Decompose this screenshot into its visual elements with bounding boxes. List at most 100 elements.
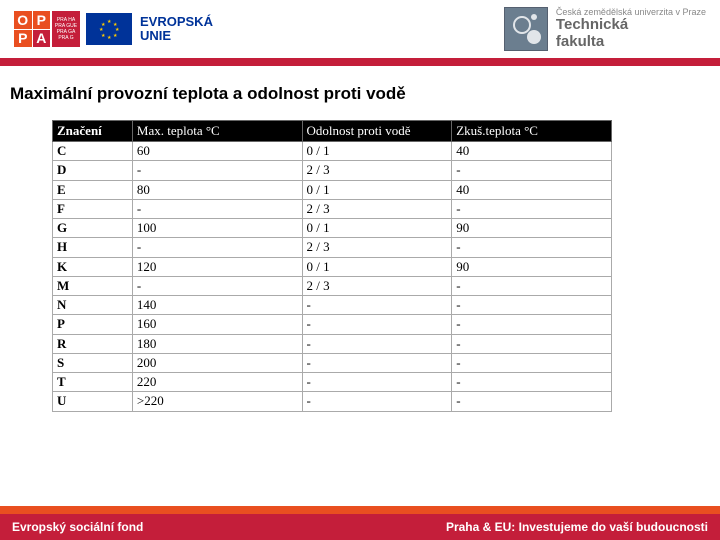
table-row: D-2 / 3- bbox=[53, 161, 612, 180]
table-cell: E bbox=[53, 180, 133, 199]
eu-label-line1: EVROPSKÁ bbox=[140, 15, 213, 29]
table-row: E800 / 140 bbox=[53, 180, 612, 199]
table-cell: 2 / 3 bbox=[302, 238, 452, 257]
faculty-line1: Technická bbox=[556, 17, 706, 34]
table-cell: N bbox=[53, 296, 133, 315]
table-cell: F bbox=[53, 199, 133, 218]
slide-header: O P P A PRA HA PRA GUE PRA GA PRA G ★ ★ … bbox=[0, 0, 720, 58]
table-cell: C bbox=[53, 142, 133, 161]
slide-footer: Evropský sociální fond Praha & EU: Inves… bbox=[0, 506, 720, 540]
table-cell: - bbox=[452, 296, 612, 315]
oppa-a: A bbox=[33, 30, 51, 48]
table-cell: 40 bbox=[452, 142, 612, 161]
table-cell: T bbox=[53, 373, 133, 392]
table-row: G1000 / 190 bbox=[53, 219, 612, 238]
table-row: K1200 / 190 bbox=[53, 257, 612, 276]
table-cell: - bbox=[302, 296, 452, 315]
table-container: Značení Max. teplota °C Odolnost proti v… bbox=[52, 120, 668, 412]
table-cell: S bbox=[53, 353, 133, 372]
table-cell: - bbox=[302, 392, 452, 411]
table-cell: - bbox=[452, 238, 612, 257]
table-cell: 120 bbox=[132, 257, 302, 276]
table-row: S200-- bbox=[53, 353, 612, 372]
table-cell: - bbox=[302, 373, 452, 392]
table-row: F-2 / 3- bbox=[53, 199, 612, 218]
oppa-logo: O P P A bbox=[14, 11, 50, 47]
table-cell: - bbox=[302, 315, 452, 334]
table-cell: D bbox=[53, 161, 133, 180]
table-cell: H bbox=[53, 238, 133, 257]
table-cell: 220 bbox=[132, 373, 302, 392]
table-cell: - bbox=[452, 334, 612, 353]
table-cell: 140 bbox=[132, 296, 302, 315]
table-cell: R bbox=[53, 334, 133, 353]
table-row: C600 / 140 bbox=[53, 142, 612, 161]
table-cell: 100 bbox=[132, 219, 302, 238]
table-row: M-2 / 3- bbox=[53, 276, 612, 295]
table-cell: - bbox=[452, 315, 612, 334]
oppa-o: O bbox=[14, 11, 32, 29]
table-cell: - bbox=[132, 161, 302, 180]
table-cell: 200 bbox=[132, 353, 302, 372]
table-row: P160-- bbox=[53, 315, 612, 334]
logos-right: Česká zemědělská univerzita v Praze Tech… bbox=[504, 7, 706, 51]
col-header: Odolnost proti vodě bbox=[302, 121, 452, 142]
table-row: T220-- bbox=[53, 373, 612, 392]
footer-right-text: Praha & EU: Investujeme do vaší budoucno… bbox=[446, 520, 708, 534]
eu-label-line2: UNIE bbox=[140, 29, 213, 43]
table-cell: >220 bbox=[132, 392, 302, 411]
table-cell: 180 bbox=[132, 334, 302, 353]
table-row: H-2 / 3- bbox=[53, 238, 612, 257]
table-cell: P bbox=[53, 315, 133, 334]
footer-left-text: Evropský sociální fond bbox=[12, 520, 143, 534]
table-cell: 40 bbox=[452, 180, 612, 199]
table-row: U>220-- bbox=[53, 392, 612, 411]
university-text: Česká zemědělská univerzita v Praze Tech… bbox=[556, 8, 706, 51]
logos-left: O P P A PRA HA PRA GUE PRA GA PRA G ★ ★ … bbox=[14, 11, 213, 47]
table-cell: 2 / 3 bbox=[302, 161, 452, 180]
table-cell: U bbox=[53, 392, 133, 411]
col-header: Značení bbox=[53, 121, 133, 142]
table-cell: 160 bbox=[132, 315, 302, 334]
table-cell: - bbox=[132, 276, 302, 295]
data-table: Značení Max. teplota °C Odolnost proti v… bbox=[52, 120, 612, 412]
eu-label: EVROPSKÁ UNIE bbox=[140, 15, 213, 44]
table-cell: 90 bbox=[452, 257, 612, 276]
table-header-row: Značení Max. teplota °C Odolnost proti v… bbox=[53, 121, 612, 142]
table-cell: - bbox=[132, 238, 302, 257]
table-cell: - bbox=[132, 199, 302, 218]
table-cell: K bbox=[53, 257, 133, 276]
praha-logo: PRA HA PRA GUE PRA GA PRA G bbox=[52, 11, 80, 47]
table-cell: 0 / 1 bbox=[302, 219, 452, 238]
col-header: Max. teplota °C bbox=[132, 121, 302, 142]
slide-content: Maximální provozní teplota a odolnost pr… bbox=[0, 66, 720, 412]
oppa-p1: P bbox=[33, 11, 51, 29]
eu-flag-icon: ★ ★ ★ ★ ★ ★ ★ ★ bbox=[86, 13, 132, 45]
table-cell: 0 / 1 bbox=[302, 257, 452, 276]
table-cell: 2 / 3 bbox=[302, 276, 452, 295]
table-cell: - bbox=[302, 353, 452, 372]
table-row: R180-- bbox=[53, 334, 612, 353]
table-cell: M bbox=[53, 276, 133, 295]
header-divider bbox=[0, 58, 720, 66]
table-cell: 2 / 3 bbox=[302, 199, 452, 218]
table-cell: - bbox=[452, 392, 612, 411]
university-emblem-icon bbox=[504, 7, 548, 51]
table-cell: 90 bbox=[452, 219, 612, 238]
table-cell: - bbox=[452, 161, 612, 180]
table-cell: - bbox=[452, 199, 612, 218]
footer-red-bar: Evropský sociální fond Praha & EU: Inves… bbox=[0, 514, 720, 540]
table-cell: - bbox=[302, 334, 452, 353]
table-cell: G bbox=[53, 219, 133, 238]
slide-heading: Maximální provozní teplota a odolnost pr… bbox=[8, 84, 712, 104]
footer-orange-bar bbox=[0, 506, 720, 514]
table-cell: 60 bbox=[132, 142, 302, 161]
table-cell: - bbox=[452, 276, 612, 295]
table-cell: 0 / 1 bbox=[302, 180, 452, 199]
faculty-line2: fakulta bbox=[556, 34, 706, 51]
table-cell: 80 bbox=[132, 180, 302, 199]
table-cell: 0 / 1 bbox=[302, 142, 452, 161]
table-cell: - bbox=[452, 353, 612, 372]
table-cell: - bbox=[452, 373, 612, 392]
table-row: N140-- bbox=[53, 296, 612, 315]
